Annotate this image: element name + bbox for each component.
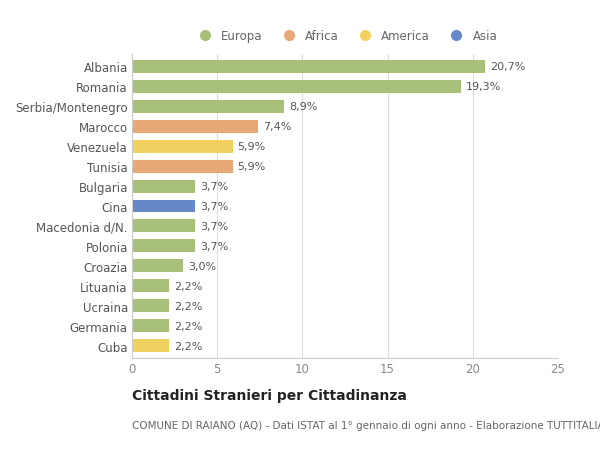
Bar [132, 340, 169, 353]
Text: 2,2%: 2,2% [175, 301, 203, 311]
Text: 2,2%: 2,2% [175, 341, 203, 351]
Bar [132, 300, 169, 313]
Bar [132, 80, 461, 94]
Bar [132, 180, 195, 193]
Text: 5,9%: 5,9% [238, 142, 266, 152]
Text: 3,7%: 3,7% [200, 202, 229, 212]
Text: 3,7%: 3,7% [200, 241, 229, 252]
Text: 7,4%: 7,4% [263, 122, 292, 132]
Bar [132, 160, 233, 173]
Bar [132, 101, 284, 113]
Legend: Europa, Africa, America, Asia: Europa, Africa, America, Asia [193, 30, 497, 43]
Bar [132, 61, 485, 73]
Bar [132, 140, 233, 153]
Text: 2,2%: 2,2% [175, 321, 203, 331]
Bar [132, 120, 258, 133]
Bar [132, 260, 183, 273]
Text: 3,7%: 3,7% [200, 182, 229, 191]
Bar [132, 240, 195, 253]
Bar [132, 319, 169, 333]
Bar [132, 220, 195, 233]
Text: 19,3%: 19,3% [466, 82, 501, 92]
Text: 3,0%: 3,0% [188, 261, 217, 271]
Text: 8,9%: 8,9% [289, 102, 317, 112]
Text: 20,7%: 20,7% [490, 62, 525, 72]
Bar [132, 280, 169, 293]
Text: COMUNE DI RAIANO (AQ) - Dati ISTAT al 1° gennaio di ogni anno - Elaborazione TUT: COMUNE DI RAIANO (AQ) - Dati ISTAT al 1°… [132, 420, 600, 430]
Bar [132, 200, 195, 213]
Text: 2,2%: 2,2% [175, 281, 203, 291]
Text: Cittadini Stranieri per Cittadinanza: Cittadini Stranieri per Cittadinanza [132, 388, 407, 402]
Text: 5,9%: 5,9% [238, 162, 266, 172]
Text: 3,7%: 3,7% [200, 222, 229, 231]
